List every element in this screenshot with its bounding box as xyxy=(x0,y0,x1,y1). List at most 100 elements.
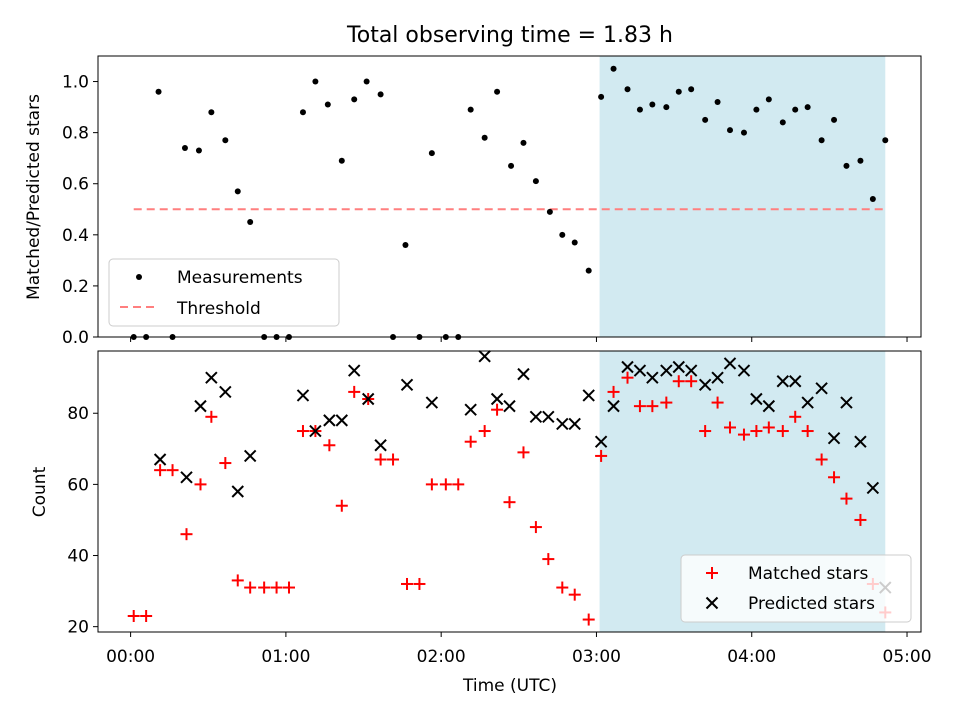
predicted-star-point xyxy=(607,399,620,413)
predicted-star-point xyxy=(478,350,491,363)
predicted-star-point xyxy=(672,360,685,374)
predicted-star-point xyxy=(348,364,361,377)
y-tick-label: 80 xyxy=(67,404,89,424)
threshold-legend-label: Threshold xyxy=(176,299,261,319)
matched-star-point xyxy=(413,577,426,590)
y-tick-label: 0.4 xyxy=(62,226,89,246)
measurement-point xyxy=(299,109,306,116)
matched-star-point xyxy=(750,425,763,438)
predicted-stars-legend-marker xyxy=(705,596,719,610)
top-panel: Total observing time = 1.83 h 0.00.20.40… xyxy=(24,23,922,348)
predicted-star-point xyxy=(568,417,581,431)
matched-star-point xyxy=(180,528,193,541)
matched-star-point xyxy=(270,581,283,594)
predicted-star-point xyxy=(374,439,387,452)
measurement-point xyxy=(727,127,734,134)
predicted-star-point xyxy=(660,364,673,377)
predicted-star-point xyxy=(529,410,543,424)
y-tick-label: 20 xyxy=(67,618,89,638)
y-tick-label: 0.0 xyxy=(62,328,89,348)
matched-star-point xyxy=(464,435,477,448)
matched-star-point xyxy=(801,425,814,438)
matched-star-point xyxy=(517,446,530,459)
measurement-point xyxy=(428,150,435,157)
x-tick-label: 05:00 xyxy=(883,647,932,667)
bottom-y-axis-label: Count xyxy=(30,466,50,517)
top-legend-box xyxy=(108,258,340,327)
measurement-point xyxy=(467,106,474,113)
top-highlight-span xyxy=(599,56,886,337)
matched-star-point xyxy=(166,464,179,477)
predicted-star-point xyxy=(219,385,232,399)
measurement-point xyxy=(857,157,864,164)
matched-star-point xyxy=(478,425,491,438)
matched-star-point xyxy=(205,410,218,423)
matched-star-point xyxy=(503,496,516,509)
predicted-star-point xyxy=(762,399,776,413)
predicted-star-point xyxy=(866,481,880,495)
x-tick-label: 01:00 xyxy=(261,647,310,667)
predicted-star-point xyxy=(840,396,853,409)
measurement-point xyxy=(792,106,799,113)
measurement-point xyxy=(649,101,656,108)
measurement-point xyxy=(675,88,682,95)
predicted-star-point xyxy=(425,396,439,409)
measurements-legend-marker xyxy=(136,274,142,280)
matched-star-point xyxy=(568,588,581,601)
measurement-point xyxy=(222,137,229,144)
measurement-point xyxy=(765,96,772,103)
matched-star-point xyxy=(815,453,828,466)
predicted-star-point xyxy=(789,375,802,388)
predicted-star-point xyxy=(723,357,737,370)
matched-star-point xyxy=(154,464,167,477)
matched-stars-points xyxy=(127,371,892,626)
y-tick-label: 40 xyxy=(67,547,89,567)
predicted-star-point xyxy=(621,360,634,374)
predicted-stars-legend-label: Predicted stars xyxy=(748,594,875,614)
predicted-star-point xyxy=(698,378,712,391)
matched-star-point xyxy=(762,421,775,434)
matched-star-point xyxy=(219,457,232,470)
measurement-point xyxy=(234,188,241,195)
predicted-star-point xyxy=(243,449,257,463)
matched-star-point xyxy=(231,574,244,587)
y-tick-label: 0.6 xyxy=(62,175,89,195)
measurement-point xyxy=(520,139,527,146)
matched-star-point xyxy=(711,396,724,409)
predicted-star-point xyxy=(684,364,698,377)
bottom-legend: Matched stars Predicted stars xyxy=(680,554,912,623)
measurement-point xyxy=(688,86,695,93)
measurement-point xyxy=(779,119,786,126)
measurement-point xyxy=(481,134,488,141)
predicted-star-point xyxy=(400,378,414,391)
predicted-star-point xyxy=(490,392,504,406)
measurement-point xyxy=(818,137,825,144)
measurement-point xyxy=(843,162,850,169)
measurement-point xyxy=(532,178,539,185)
matched-star-point xyxy=(854,513,867,526)
top-y-ticks: 0.0 0.2 0.4 0.6 0.8 1.0 xyxy=(62,73,98,348)
predicted-star-point xyxy=(517,367,530,381)
matched-star-point xyxy=(724,421,737,434)
predicted-star-point xyxy=(711,371,724,384)
predicted-star-point xyxy=(205,371,218,384)
measurement-point xyxy=(869,196,876,203)
predicted-star-point xyxy=(854,435,867,448)
y-tick-label: 60 xyxy=(67,475,89,495)
predicted-star-point xyxy=(801,396,814,409)
matched-star-point xyxy=(194,478,207,491)
top-x-ticks xyxy=(130,337,908,342)
matched-star-point xyxy=(699,425,712,438)
predicted-star-point xyxy=(361,392,375,406)
x-tick-label: 04:00 xyxy=(727,647,776,667)
matched-star-point xyxy=(374,453,387,466)
matched-stars-legend-label: Matched stars xyxy=(748,564,868,584)
matched-star-point xyxy=(425,478,438,491)
predicted-star-point xyxy=(633,364,647,377)
predicted-star-point xyxy=(231,485,244,498)
predicted-star-point xyxy=(815,382,828,395)
matched-star-point xyxy=(556,581,569,594)
bottom-legend-box xyxy=(680,554,912,623)
predicted-star-point xyxy=(594,435,608,448)
